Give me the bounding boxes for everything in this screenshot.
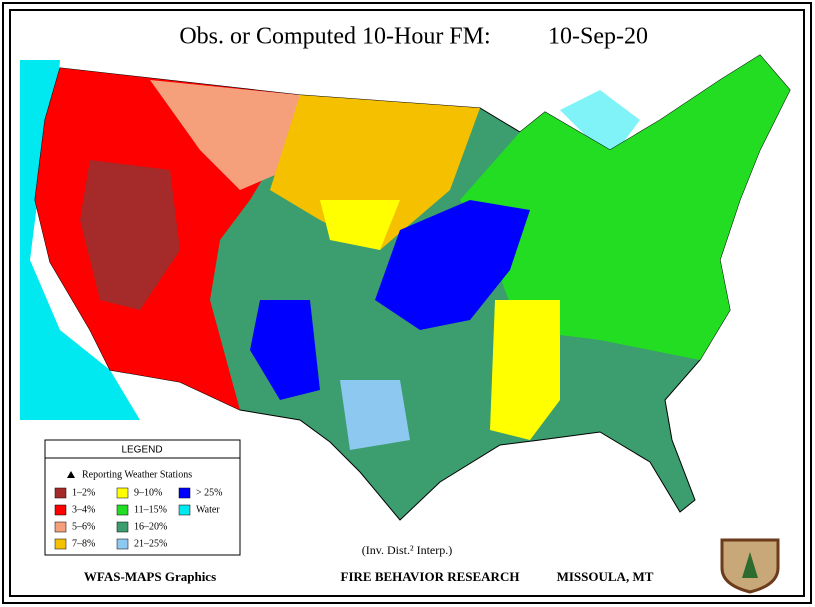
legend-label: 11–15% — [134, 504, 167, 515]
blue-colorado — [250, 300, 320, 400]
footer-text: WFAS-MAPS Graphics — [84, 569, 216, 584]
legend-stations: Reporting Weather Stations — [82, 469, 192, 480]
legend: LEGEND Reporting Weather Stations 1–2% 3–… — [44, 439, 241, 556]
footer: WFAS-MAPS Graphics FIRE BEHAVIOR RESEARC… — [84, 569, 654, 584]
lightblue-texas — [340, 380, 410, 450]
legend-swatch — [116, 487, 129, 499]
map-date: 10-Sep-20 — [548, 24, 648, 50]
legend-label: 5–6% — [72, 521, 95, 532]
station-symbol — [67, 471, 75, 478]
footer-text: MISSOULA, MT — [557, 569, 654, 584]
map — [20, 54, 791, 521]
legend-swatch — [54, 521, 67, 533]
forest-service-shield — [720, 538, 780, 594]
legend-swatch — [116, 538, 129, 550]
green-east — [460, 55, 790, 360]
legend-title: LEGEND — [121, 445, 162, 456]
legend-label: 7–8% — [72, 538, 95, 549]
legend-label: 3–4% — [72, 504, 95, 515]
ocean — [20, 60, 140, 420]
legend-swatch — [116, 504, 129, 516]
water — [560, 90, 640, 160]
legend-swatch — [178, 487, 191, 499]
yellow-south — [490, 300, 560, 440]
legend-swatch — [54, 487, 67, 499]
legend-swatch — [178, 504, 191, 516]
inner-border — [9, 9, 805, 597]
shield-tree — [742, 552, 758, 578]
legend-label: > 25% — [196, 487, 222, 498]
footer-text: FIRE BEHAVIOR RESEARCH — [341, 569, 520, 584]
legend-swatch — [116, 521, 129, 533]
legend-label: 16–20% — [134, 521, 167, 532]
legend-box — [44, 439, 241, 556]
darkred-basin — [80, 160, 180, 310]
legend-swatch — [54, 504, 67, 516]
gold-plains — [270, 95, 480, 250]
salmon-montana — [150, 80, 310, 190]
legend-label: 21–25% — [134, 538, 167, 549]
blue-midwest — [375, 200, 530, 330]
yellow-plains — [320, 200, 400, 250]
legend-label: 1–2% — [72, 487, 95, 498]
legend-label: Water — [196, 504, 220, 515]
interp-note: (Inv. Dist.² Interp.) — [362, 543, 452, 557]
legend-label: 9–10% — [134, 487, 162, 498]
map-title: Obs. or Computed 10-Hour FM: — [179, 24, 490, 50]
legend-swatch — [54, 538, 67, 550]
